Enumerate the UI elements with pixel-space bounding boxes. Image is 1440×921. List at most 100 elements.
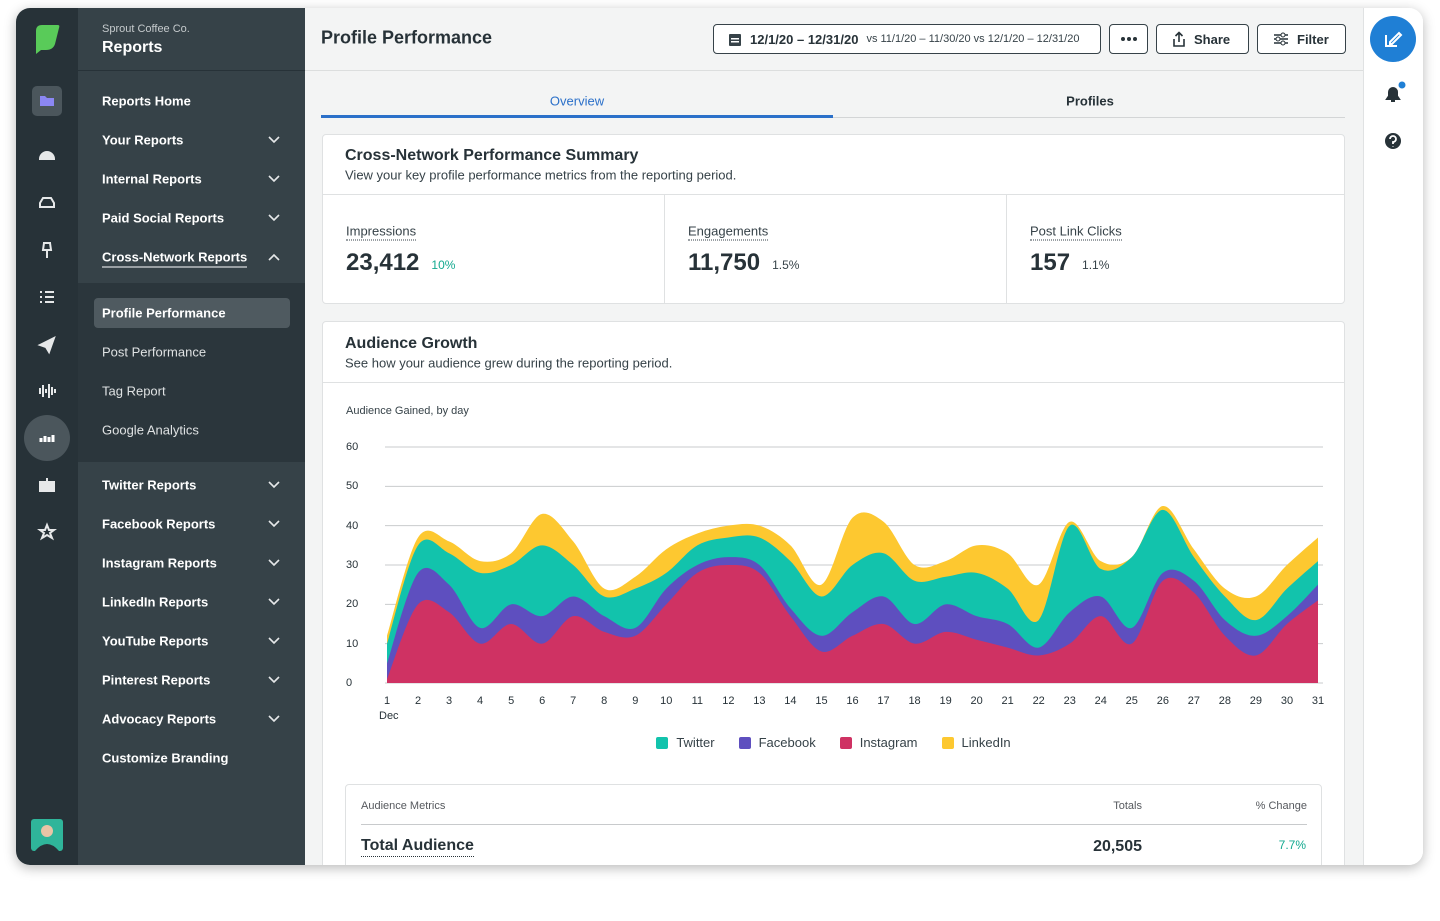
legend-item[interactable]: LinkedIn [941, 735, 1011, 750]
metric-change: 1.5% [767, 258, 799, 272]
nav-item[interactable]: Pinterest Reports [102, 672, 211, 688]
inbox-icon[interactable] [39, 197, 55, 208]
chevron[interactable] [268, 520, 280, 528]
legend-item[interactable]: Facebook [738, 735, 816, 750]
x-tick-label: 31 [1311, 695, 1325, 707]
more-button[interactable] [1109, 24, 1148, 54]
metric-label[interactable]: Engagements [688, 223, 769, 241]
row-label[interactable]: Total Audience [361, 837, 474, 857]
y-tick-label: 60 [346, 441, 359, 453]
nav-item[interactable]: Advocacy Reports [102, 711, 217, 727]
y-tick-label: 30 [346, 559, 359, 571]
chevron[interactable] [268, 175, 280, 183]
bot-icon[interactable] [39, 478, 55, 492]
tab[interactable]: Overview [549, 93, 605, 109]
chevron[interactable] [268, 559, 280, 567]
x-tick-label: 5 [508, 695, 515, 707]
nav-item[interactable]: Reports Home [102, 93, 191, 109]
chevron[interactable] [268, 715, 280, 723]
chevron[interactable] [268, 676, 280, 684]
nav-item[interactable]: Paid Social Reports [102, 210, 225, 226]
x-tick-label: 26 [1156, 695, 1169, 707]
y-tick-label: 50 [346, 480, 359, 493]
metrics-table [345, 784, 1322, 865]
chevron[interactable] [268, 598, 280, 606]
x-tick-label: 11 [691, 695, 704, 707]
header-divider [305, 70, 1363, 71]
reports-icon[interactable] [39, 435, 55, 442]
x-tick-label: 14 [784, 695, 797, 707]
nav-item[interactable]: YouTube Reports [102, 633, 209, 649]
nav-item[interactable]: Instagram Reports [102, 555, 217, 571]
selected-pill [94, 298, 290, 328]
send-icon[interactable] [37, 335, 56, 355]
nav-item[interactable]: Cross-Network Reports [102, 247, 248, 268]
nav-item[interactable]: Facebook Reports [102, 516, 216, 532]
metric-label[interactable]: Post Link Clicks [1030, 223, 1122, 241]
tab-underline [321, 115, 833, 118]
sub-nav-item[interactable]: Post Performance [102, 344, 207, 360]
chevron[interactable] [268, 637, 280, 645]
nav-item[interactable]: Your Reports [102, 132, 184, 148]
legend-item[interactable]: Twitter [656, 735, 715, 750]
x-tick-label: 28 [1218, 695, 1232, 707]
folder-icon[interactable] [40, 96, 54, 106]
chevron[interactable] [268, 481, 280, 489]
legend-item[interactable]: Instagram [839, 735, 918, 750]
nav-item[interactable]: LinkedIn Reports [102, 594, 209, 610]
sub-nav-item[interactable]: Profile Performance [102, 305, 226, 321]
x-tick-label: 3 [446, 695, 453, 707]
star-icon[interactable] [37, 522, 57, 541]
help-glyph [1389, 135, 1397, 147]
y-tick-label: 40 [346, 519, 359, 532]
card-divider [323, 382, 1344, 383]
filter-button[interactable]: Filter [1257, 24, 1346, 54]
x-tick-label: 6 [539, 695, 546, 707]
table-header: % Change [1255, 800, 1307, 812]
help-icon[interactable] [1385, 133, 1401, 149]
tab[interactable]: Profiles [1066, 93, 1114, 109]
nav-item[interactable]: Internal Reports [102, 171, 202, 187]
calendar-icon [729, 33, 741, 46]
card-divider [323, 194, 1344, 195]
nav-item[interactable]: Twitter Reports [102, 477, 197, 493]
legend-swatch [839, 736, 852, 749]
x-tick-label: 22 [1032, 695, 1045, 707]
x-tick-label: 24 [1094, 695, 1107, 707]
chevron[interactable] [268, 253, 280, 261]
x-tick-label: 21 [1001, 695, 1014, 707]
list-icon[interactable] [40, 291, 54, 303]
date-range-button[interactable]: 12/1/20 – 12/31/20 vs 11/1/20 – 11/30/20… [713, 24, 1101, 54]
sub-nav-item[interactable]: Tag Report [102, 383, 166, 399]
company-name: Sprout Coffee Co. [102, 23, 190, 35]
chevron[interactable] [268, 214, 280, 222]
x-tick-label: 9 [632, 695, 639, 707]
pin-icon[interactable] [41, 242, 53, 258]
avatar-head [41, 825, 53, 837]
metric-label[interactable]: Impressions [346, 223, 417, 241]
compose-icon [1385, 31, 1403, 47]
listening-icon[interactable] [39, 384, 56, 398]
x-tick-label: 16 [846, 695, 859, 707]
table-rule [361, 824, 1307, 825]
notification-dot [1398, 81, 1406, 89]
column-divider [664, 195, 665, 304]
metric-value: 11,750 [688, 249, 761, 276]
icon-highlight [24, 415, 70, 461]
x-period-label: Dec [379, 710, 399, 722]
summary-card [322, 134, 1345, 304]
x-tick-label: 7 [570, 695, 577, 707]
x-tick-label: 30 [1280, 695, 1294, 707]
nav-item[interactable]: Customize Branding [102, 750, 229, 766]
bell-icon[interactable] [1385, 87, 1401, 102]
comparison-range: vs 11/1/20 – 11/30/20 vs 12/1/20 – 12/31… [866, 33, 1080, 45]
x-tick-label: 8 [601, 695, 608, 707]
metric-value-row: 11,750 1.5% [688, 249, 799, 277]
card-title: Audience Growth [345, 335, 478, 352]
share-button[interactable]: Share [1156, 24, 1249, 54]
chevron[interactable] [268, 136, 280, 144]
sub-nav-item[interactable]: Google Analytics [102, 422, 199, 438]
filter-icon [1274, 32, 1288, 46]
gauge-icon[interactable] [38, 151, 56, 160]
x-tick-label: 1 [383, 695, 391, 707]
